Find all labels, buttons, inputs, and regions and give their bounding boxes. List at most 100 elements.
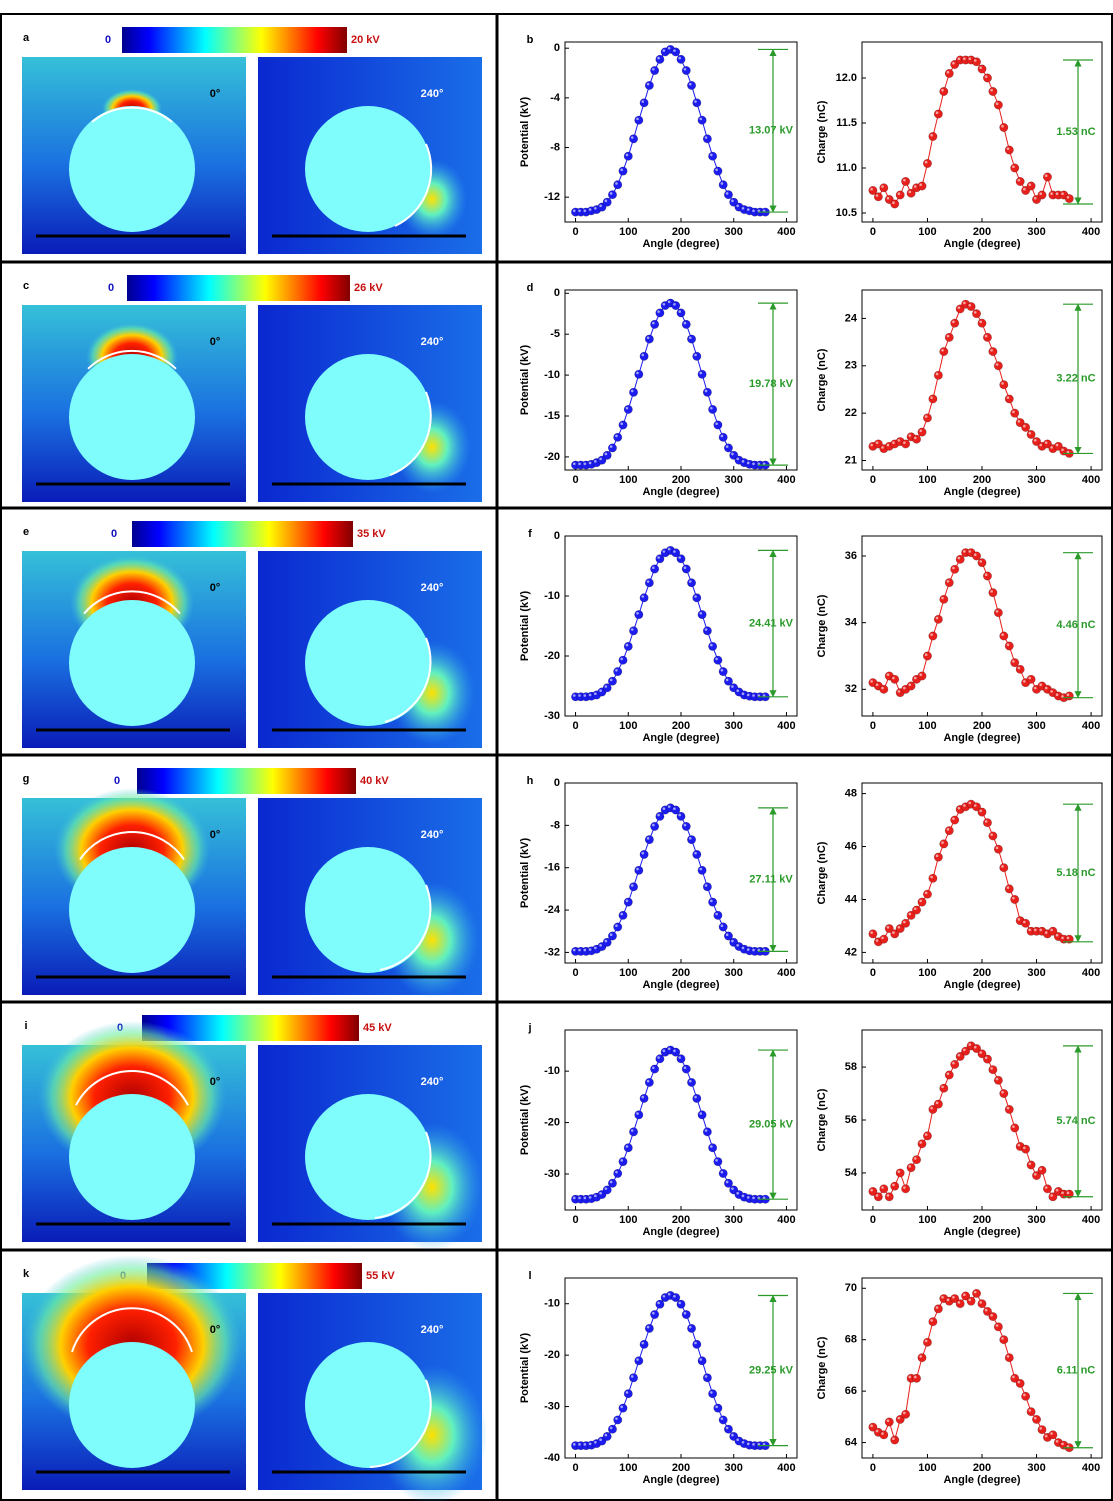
x-tick-label: 100 [619,720,637,732]
point-highlight [636,867,639,871]
point-highlight [1050,446,1053,449]
point-highlight [688,336,692,340]
point-highlight [968,550,972,553]
data-point [618,166,628,176]
point-highlight [752,948,755,952]
point-highlight [973,1290,977,1294]
point-highlight [1044,931,1048,934]
x-tick-label: 0 [870,720,876,732]
data-line [872,303,1070,454]
x-axis-label: Angle (degree) [642,1226,719,1238]
point-highlight [699,1358,703,1361]
point-highlight [1006,886,1010,889]
colorbar-max: 55 kV [366,1270,395,1282]
point-highlight [641,353,645,357]
x-axis-label: Angle (degree) [642,732,719,744]
point-highlight [725,678,729,682]
span-label: 27.11 kV [749,874,793,886]
angle-label: 0° [210,1076,221,1088]
point-highlight [1001,865,1004,868]
point-highlight [746,693,750,697]
particle [69,1342,195,1468]
data-point [629,626,639,636]
data-point [928,394,938,404]
x-tick-label: 300 [1027,967,1045,979]
data-point [988,588,998,598]
point-highlight [924,1339,928,1343]
point-highlight [1044,1434,1048,1438]
point-highlight [913,676,917,680]
data-point [993,100,1003,110]
point-highlight [1012,1375,1015,1379]
point-highlight [710,406,713,410]
point-highlight [1012,896,1015,900]
point-highlight [699,867,703,871]
data-point [697,610,707,620]
x-tick-label: 0 [870,1214,876,1226]
point-highlight [752,1443,755,1446]
y-tick-label: -10 [544,1065,560,1077]
data-point [922,651,932,661]
y-tick-label: 70 [845,1282,857,1294]
point-highlight [752,694,755,697]
point-highlight [941,1295,944,1299]
point-highlight [630,1129,634,1132]
point-highlight [881,936,884,940]
x-tick-label: 0 [572,474,578,486]
point-highlight [662,807,666,810]
point-highlight [946,580,950,583]
data-point [901,1184,911,1194]
point-highlight [1017,666,1021,670]
point-highlight [662,302,666,306]
span-label: 29.25 kV [749,1364,794,1376]
x-tick-label: 0 [870,1462,876,1474]
chart: 0 100 200 300 400 -32 -24 -16 -8 0 Angle (degree) P… [519,775,798,991]
point-highlight [897,192,901,195]
point-highlight [1028,928,1032,932]
chart: 0 100 200 300 400 21 22 23 24 Angle (degree) Charg… [816,289,1103,498]
data-point [955,1299,965,1309]
point-highlight [604,452,608,456]
point-highlight [941,88,944,92]
point-highlight [683,1066,687,1070]
data-point [1042,1184,1052,1194]
data-point [718,432,728,442]
panel-letter: f [528,528,532,540]
point-highlight [1039,683,1042,686]
point-highlight [604,939,608,943]
data-point [950,318,960,328]
point-highlight [952,61,955,65]
point-highlight [946,70,950,74]
point-highlight [1055,1439,1059,1443]
data-point [713,1157,723,1167]
data-line [872,552,1070,699]
particle [69,106,195,232]
data-point [901,1409,911,1419]
point-highlight [641,851,645,855]
data-point [917,1353,927,1363]
x-tick-label: 300 [725,967,743,979]
data-point [697,865,707,875]
data-line [575,1294,766,1447]
point-highlight [757,1443,761,1446]
data-point [650,564,660,574]
point-highlight [731,1187,734,1190]
x-tick-label: 100 [619,1462,637,1474]
simulation-panel: a 0 20 kV 0° 240° [22,27,482,254]
data-point [692,1339,702,1349]
data-point [723,190,733,200]
angle-label: 240° [421,829,444,841]
data-point [922,1131,932,1141]
x-tick-label: 0 [572,226,578,238]
point-highlight [710,1145,713,1148]
point-highlight [720,434,724,438]
point-highlight [984,573,988,576]
point-highlight [688,580,692,583]
data-point [912,1155,922,1165]
data-point [1037,190,1047,200]
point-highlight [588,1196,592,1199]
data-point [671,47,681,57]
x-tick-label: 400 [777,226,795,238]
y-tick-label: 10.5 [836,207,857,219]
angle-label: 240° [421,1324,444,1336]
